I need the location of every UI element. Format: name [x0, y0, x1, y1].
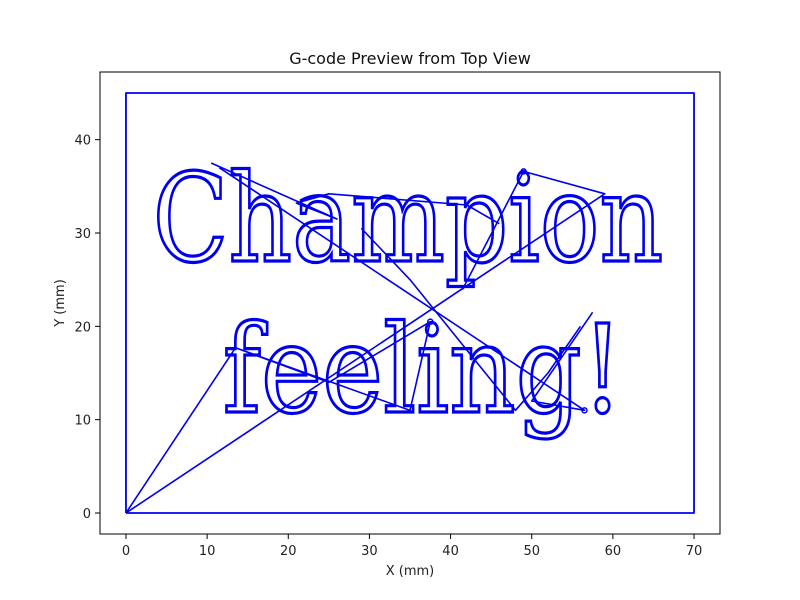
travel-move-4	[218, 167, 594, 412]
toolpath-layer	[125, 92, 695, 514]
x-tick-label: 0	[122, 544, 130, 559]
travel-move-2	[125, 170, 606, 514]
x-tick-label: 50	[523, 544, 540, 559]
engraved-text-layer: Champion feeling!	[151, 146, 665, 442]
engraved-text-line-2: feeling!	[223, 299, 623, 441]
travel-move-1	[125, 320, 432, 514]
endpoint-marker-0	[520, 168, 527, 175]
chart-title: G-code Preview from Top View	[289, 49, 531, 68]
y-tick-label: 20	[74, 320, 91, 335]
endpoint-marker-1	[427, 318, 434, 325]
x-tick-label: 60	[605, 544, 622, 559]
y-tick-label: 40	[74, 134, 91, 149]
x-tick-label: 40	[442, 544, 459, 559]
y-axis: 0 10 20 30 40	[74, 134, 100, 522]
plot-frame	[99, 71, 721, 535]
x-tick-label: 20	[280, 544, 297, 559]
x-tick-label: 70	[686, 544, 703, 559]
y-tick-label: 30	[74, 227, 91, 242]
engraved-text-line-1: Champion	[153, 148, 663, 290]
work-area-border	[125, 92, 695, 514]
x-tick-label: 10	[199, 544, 216, 559]
endpoint-marker-2	[581, 407, 588, 414]
x-tick-label: 30	[361, 544, 378, 559]
y-tick-label: 10	[74, 414, 91, 429]
travel-move-3	[210, 162, 500, 225]
travel-move-5	[360, 227, 582, 412]
x-axis: 0 10 20 30 40 50 60 70	[122, 534, 702, 559]
y-tick-label: 0	[83, 507, 91, 522]
x-axis-title: X (mm)	[386, 564, 435, 579]
y-axis-title: Y (mm)	[53, 279, 68, 328]
endpoint-markers	[427, 168, 588, 414]
